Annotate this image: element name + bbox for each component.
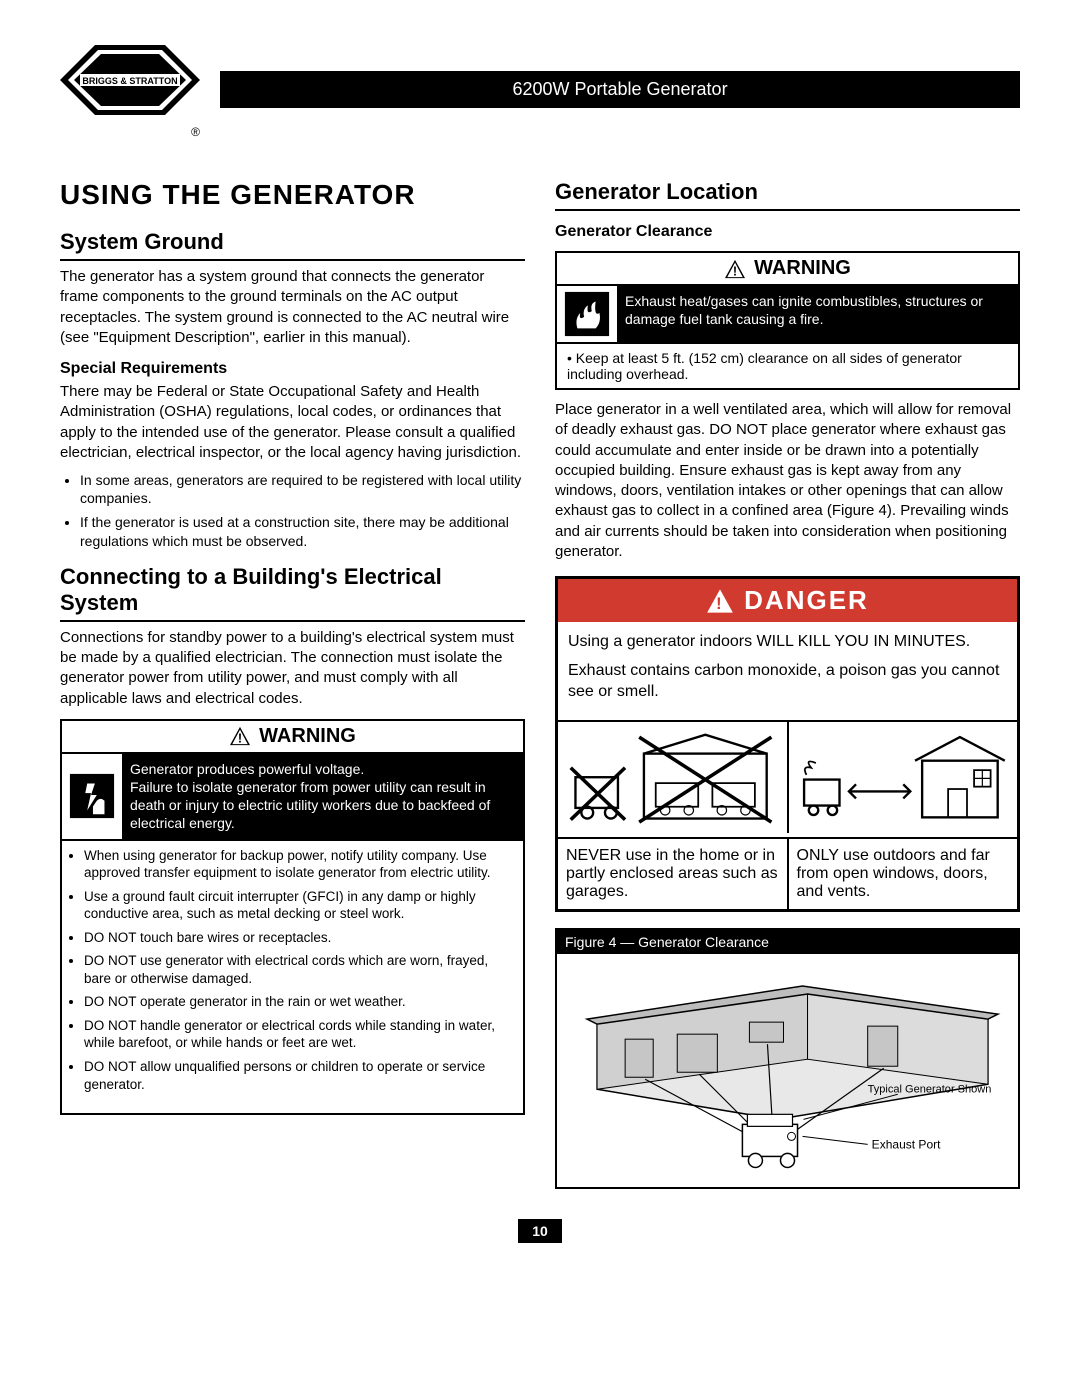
generator-location-heading: Generator Location: [555, 179, 1020, 211]
danger-text-1: Using a generator indoors WILL KILL YOU …: [568, 632, 1007, 653]
special-requirements-heading: Special Requirements: [60, 360, 525, 378]
page-number-wrap: 10: [60, 1219, 1020, 1243]
figure-caption: Figure 4 — Generator Clearance: [557, 930, 1018, 954]
content-columns: USING THE GENERATOR System Ground The ge…: [60, 179, 1020, 1189]
warning-note: • Keep at least 5 ft. (152 cm) clearance…: [557, 342, 1018, 388]
page-number: 10: [518, 1219, 562, 1243]
warning-text: Generator produces powerful voltage. Fai…: [122, 754, 523, 839]
location-paragraph: Place generator in a well ventilated are…: [555, 400, 1020, 562]
brand-logo: BRIGGS & STRATTON ®: [60, 40, 200, 139]
list-item: DO NOT handle generator or electrical co…: [84, 1017, 511, 1052]
danger-label: DANGER: [744, 585, 869, 616]
svg-text:Typical Generator Shown: Typical Generator Shown: [868, 1083, 992, 1095]
list-item: DO NOT allow unqualified persons or chil…: [84, 1058, 511, 1093]
generator-clearance-heading: Generator Clearance: [555, 223, 1020, 241]
briggs-stratton-logo-icon: BRIGGS & STRATTON: [60, 40, 200, 120]
fire-warning-box: ! WARNING Exhaust heat/gases can ignite …: [555, 251, 1020, 390]
warning-label: WARNING: [259, 725, 356, 748]
svg-text:Exhaust Port: Exhaust Port: [872, 1137, 941, 1151]
svg-text:!: !: [716, 595, 724, 613]
using-generator-heading: USING THE GENERATOR: [60, 179, 525, 211]
never-caption: NEVER use in the home or in partly enclo…: [558, 839, 789, 909]
system-ground-heading: System Ground: [60, 229, 525, 261]
connecting-text: Connections for standby power to a build…: [60, 628, 525, 709]
registered-mark: ®: [60, 125, 200, 139]
product-title-bar: 6200W Portable Generator: [220, 71, 1020, 108]
list-item: DO NOT operate generator in the rain or …: [84, 993, 511, 1011]
figure-4-box: Figure 4 — Generator Clearance: [555, 928, 1020, 1189]
warning-body: Exhaust heat/gases can ignite combustibl…: [557, 286, 1018, 342]
warning-label: WARNING: [754, 257, 851, 280]
special-requirements-list: In some areas, generators are required t…: [60, 471, 525, 550]
list-item: Use a ground fault circuit interrupter (…: [84, 888, 511, 923]
warning-note-text: Keep at least 5 ft. (152 cm) clearance o…: [567, 350, 962, 382]
list-item: In some areas, generators are required t…: [80, 471, 525, 507]
svg-text:!: !: [238, 731, 242, 746]
warning-triangle-icon: !: [724, 259, 746, 279]
right-column: Generator Location Generator Clearance !…: [555, 179, 1020, 1189]
danger-text-2: Exhaust contains carbon monoxide, a pois…: [568, 661, 1007, 703]
voltage-warning-box: ! WARNING Generator produces powerful vo…: [60, 719, 525, 1115]
only-caption: ONLY use outdoors and far from open wind…: [789, 839, 1018, 909]
danger-content: Using a generator indoors WILL KILL YOU …: [558, 622, 1017, 720]
warning-bullet-list: When using generator for backup power, n…: [62, 839, 523, 1106]
danger-triangle-icon: !: [706, 588, 734, 614]
shock-hand-icon: [62, 754, 122, 839]
system-ground-text: The generator has a system ground that c…: [60, 267, 525, 348]
warning-triangle-icon: !: [229, 726, 251, 746]
special-requirements-text: There may be Federal or State Occupation…: [60, 382, 525, 463]
warning-text: Exhaust heat/gases can ignite combustibl…: [617, 286, 1018, 342]
list-item: When using generator for backup power, n…: [84, 847, 511, 882]
danger-box: ! DANGER Using a generator indoors WILL …: [555, 576, 1020, 912]
warning-detail: Failure to isolate generator from power …: [130, 779, 490, 831]
figure-body: Exhaust Port Typical Generator Shown: [557, 954, 1018, 1187]
only-outdoors-icon: [789, 722, 1018, 832]
list-item: If the generator is used at a constructi…: [80, 513, 525, 549]
danger-pictogram-row: [558, 720, 1017, 832]
warning-body: Generator produces powerful voltage. Fai…: [62, 754, 523, 839]
generator-clearance-diagram-icon: Exhaust Port Typical Generator Shown: [567, 964, 1008, 1174]
svg-text:!: !: [733, 263, 737, 278]
danger-title: ! DANGER: [558, 579, 1017, 622]
list-item: DO NOT touch bare wires or receptacles.: [84, 929, 511, 947]
warning-lead: Generator produces powerful voltage.: [130, 761, 364, 777]
warning-title: ! WARNING: [62, 721, 523, 754]
warning-title: ! WARNING: [557, 253, 1018, 286]
svg-text:BRIGGS & STRATTON: BRIGGS & STRATTON: [82, 76, 177, 86]
left-column: USING THE GENERATOR System Ground The ge…: [60, 179, 525, 1189]
danger-caption-row: NEVER use in the home or in partly enclo…: [558, 837, 1017, 909]
page-header: BRIGGS & STRATTON ® 6200W Portable Gener…: [60, 40, 1020, 139]
list-item: DO NOT use generator with electrical cor…: [84, 952, 511, 987]
fire-icon: [557, 286, 617, 342]
connecting-heading: Connecting to a Building's Electrical Sy…: [60, 564, 525, 622]
never-indoors-icon: [558, 722, 789, 832]
